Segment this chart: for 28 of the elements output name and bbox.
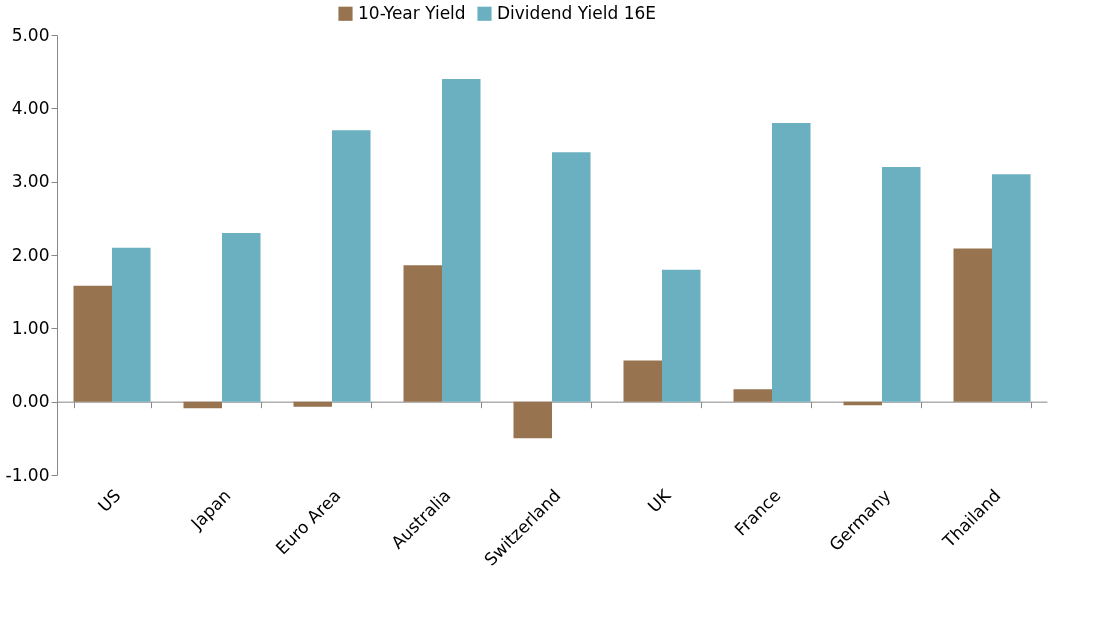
- bar: [733, 389, 772, 402]
- bar: [403, 265, 442, 402]
- bar: [992, 174, 1031, 402]
- bar: [293, 401, 332, 407]
- bar: [112, 247, 151, 402]
- y-tick-label: -1.00: [5, 464, 50, 485]
- y-tick-label: 0.00: [11, 391, 50, 412]
- bar: [183, 401, 222, 409]
- bar: [552, 152, 591, 402]
- bar: [662, 269, 701, 402]
- y-tick-label: 5.00: [11, 24, 50, 45]
- bar: [332, 130, 371, 402]
- y-tick-label: 2.00: [11, 244, 50, 265]
- y-tick-label: 1.00: [11, 317, 50, 338]
- legend-label: Dividend Yield 16E: [497, 2, 657, 23]
- bar: [442, 79, 481, 402]
- y-tick-label: 3.00: [11, 171, 50, 192]
- bar: [772, 123, 811, 402]
- bar: [953, 248, 992, 402]
- bar: [882, 167, 921, 402]
- bar: [513, 401, 552, 439]
- x-tick-label: US: [93, 485, 125, 516]
- bar: [73, 285, 112, 402]
- y-tick-label: 4.00: [11, 97, 50, 118]
- legend-label: 10-Year Yield: [358, 2, 466, 23]
- x-tick-label: UK: [643, 484, 676, 517]
- bar: [222, 233, 261, 402]
- bar: [623, 360, 662, 402]
